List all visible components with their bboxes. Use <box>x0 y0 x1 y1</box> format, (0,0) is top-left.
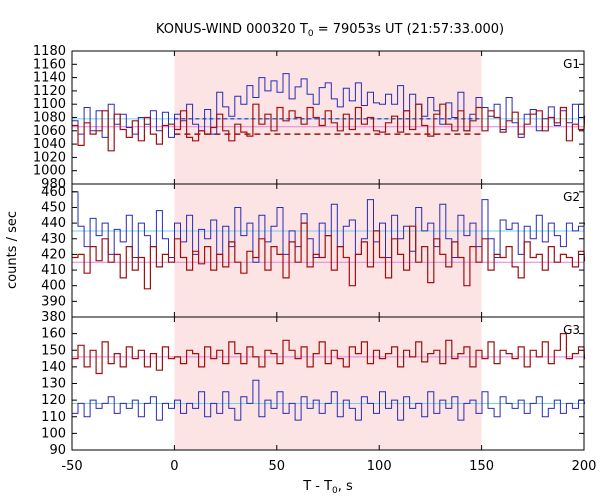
shade-layer <box>174 51 482 450</box>
g1-panel-label: G1 <box>563 57 580 71</box>
g3-y-tick-label: 160 <box>41 327 66 342</box>
g1-y-tick-label: 1180 <box>33 44 66 59</box>
x-tick-label: 50 <box>269 459 286 474</box>
frame-layer <box>71 50 585 451</box>
g1-y-tick-label: 1060 <box>33 124 66 139</box>
x-axis-label-subscript: 0 <box>332 486 338 496</box>
g2-blue-series <box>72 191 586 263</box>
g3-y-tick-label: 110 <box>41 410 66 425</box>
g2-y-tick-label: 440 <box>41 216 66 231</box>
g3-red-series <box>72 333 586 375</box>
g3-y-tick-label: 120 <box>41 393 66 408</box>
shaded-interval <box>174 51 482 450</box>
x-tick-label: 150 <box>469 459 494 474</box>
g2-y-tick-label: 430 <box>41 232 66 247</box>
g1-y-tick-label: 1120 <box>33 84 66 99</box>
g1-red-series <box>72 103 586 152</box>
x-axis-label: T - T0, s <box>302 479 353 496</box>
x-tick-label: 100 <box>367 459 392 474</box>
g1-y-tick-label: 1160 <box>33 57 66 72</box>
x-tick-label: 0 <box>170 459 178 474</box>
g3-y-tick-label: 90 <box>49 443 66 458</box>
g2-y-tick-label: 400 <box>41 279 66 294</box>
g1-blue-series <box>72 73 586 138</box>
g1-y-tick-label: 1140 <box>33 71 66 86</box>
g3-y-tick-label: 100 <box>41 426 66 441</box>
g3-y-tick-label: 130 <box>41 377 66 392</box>
x-axis-label-rest: , s <box>338 479 353 494</box>
g3-panel-label: G3 <box>563 323 580 337</box>
g2-y-tick-label: 420 <box>41 247 66 262</box>
g2-y-tick-label: 450 <box>41 200 66 215</box>
chart-title: KONUS-WIND 000320 T0 = 79053s UT (21:57:… <box>156 22 504 39</box>
g1-y-tick-label: 1020 <box>33 150 66 165</box>
g3-y-tick-label: 140 <box>41 360 66 375</box>
g1-y-tick-label: 1040 <box>33 137 66 152</box>
chart-title-subscript: 0 <box>308 29 314 39</box>
g2-panel-label: G2 <box>563 190 580 204</box>
g1-y-tick-label: 1000 <box>33 164 66 179</box>
x-tick-label: 200 <box>572 459 597 474</box>
g1-y-tick-label: 1100 <box>33 97 66 112</box>
g2-red-series <box>72 222 586 290</box>
chart-title-rest: = 79053s UT (21:57:33.000) <box>314 22 504 37</box>
series-layer <box>72 73 586 421</box>
g2-y-tick-label: 380 <box>41 310 66 325</box>
g2-y-tick-label: 410 <box>41 263 66 278</box>
x-tick-label: -50 <box>61 459 82 474</box>
g3-y-tick-label: 150 <box>41 343 66 358</box>
g2-y-tick-label: 390 <box>41 294 66 309</box>
g1-y-tick-label: 980 <box>41 177 66 192</box>
g1-y-tick-label: 1080 <box>33 111 66 126</box>
g3-blue-series <box>72 379 586 421</box>
y-axis-label: counts / sec <box>5 211 20 289</box>
text-layer: KONUS-WIND 000320 T0 = 79053s UT (21:57:… <box>5 22 596 496</box>
g2-y-tick-label: 460 <box>41 185 66 200</box>
